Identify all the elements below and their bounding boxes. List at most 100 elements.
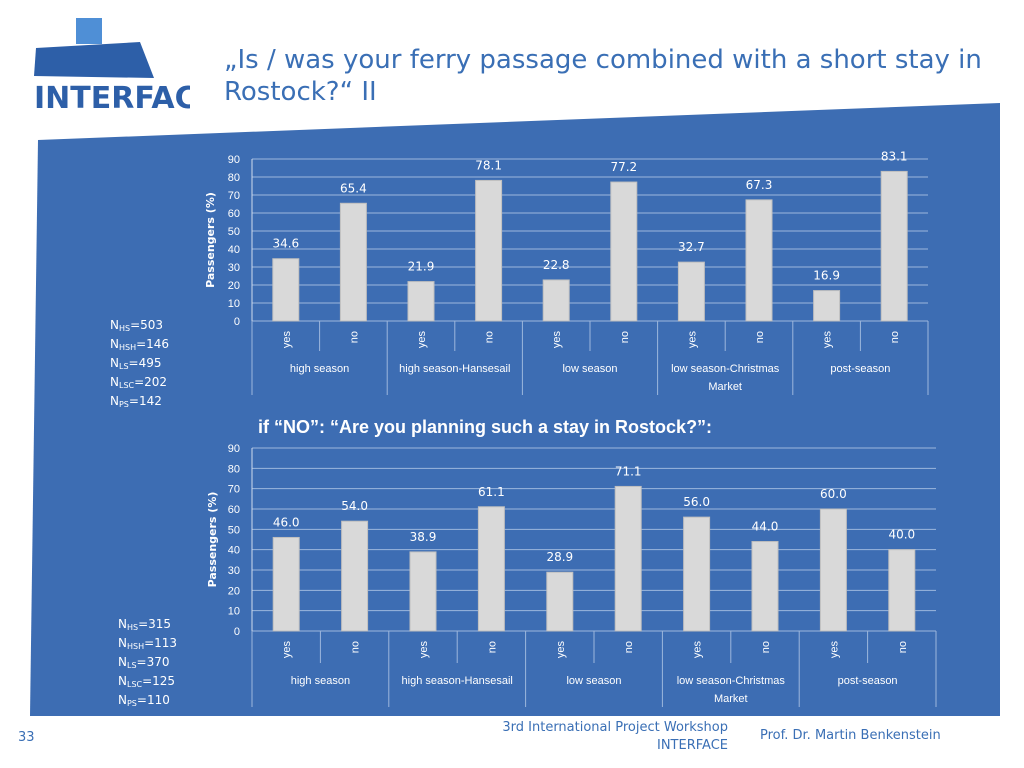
x-tick-label: no <box>889 331 901 343</box>
data-label: 34.6 <box>272 237 299 251</box>
sample-size-item: NHS=503 <box>110 318 164 333</box>
data-label: 44.0 <box>752 520 779 534</box>
data-label: 28.9 <box>546 550 573 564</box>
bar <box>819 508 847 632</box>
bar <box>542 279 570 322</box>
y-tick-label: 80 <box>228 172 240 184</box>
y-tick-label: 70 <box>228 190 240 202</box>
sample-size-item: NHSH=113 <box>118 636 178 651</box>
data-label: 71.1 <box>615 464 642 478</box>
x-tick-label: no <box>754 331 766 343</box>
sample-size-item: NLSC=125 <box>118 674 176 689</box>
bar <box>880 170 908 322</box>
bar <box>339 202 367 322</box>
bar <box>614 485 642 632</box>
x-tick-label: no <box>348 331 360 343</box>
y-tick-label: 30 <box>228 565 240 577</box>
data-label: 40.0 <box>888 528 915 542</box>
data-label: 67.3 <box>746 178 773 192</box>
group-label: high season <box>291 675 350 687</box>
sample-size-item: NLS=495 <box>110 356 162 371</box>
x-tick-label: yes <box>692 641 704 659</box>
x-tick-label: no <box>486 641 498 653</box>
group-label: post-season <box>838 675 898 687</box>
author-name: Prof. Dr. Martin Benkenstein <box>760 728 941 743</box>
x-tick-label: yes <box>416 331 428 349</box>
y-tick-label: 60 <box>228 208 240 220</box>
bar <box>475 179 503 322</box>
x-tick-label: yes <box>281 331 293 349</box>
sample-size-item: NPS=110 <box>118 693 170 708</box>
x-tick-label: yes <box>828 641 840 659</box>
sample-sizes-chart2: NHS=315 NHSH=113 NLS=370 NLSC=125 NPS=110 <box>118 615 177 710</box>
y-tick-label: 90 <box>228 154 240 166</box>
bar <box>813 290 841 322</box>
data-label: 60.0 <box>820 487 847 501</box>
sample-sizes-chart1: NHS=503 NHSH=146 NLS=495 NLSC=202 NPS=142 <box>110 316 169 411</box>
sample-size-item: NLSC=202 <box>110 375 168 390</box>
data-label: 46.0 <box>273 515 300 529</box>
y-tick-label: 90 <box>228 443 240 455</box>
data-label: 78.1 <box>475 158 502 172</box>
logo-text: INTERFACE <box>34 81 190 116</box>
x-tick-label: no <box>623 641 635 653</box>
data-label: 54.0 <box>341 499 368 513</box>
y-tick-label: 0 <box>234 626 240 638</box>
bar <box>745 199 773 322</box>
data-label: 61.1 <box>478 485 505 499</box>
sample-size-item: NHS=315 <box>118 617 172 632</box>
x-tick-label: yes <box>281 641 293 659</box>
data-label: 21.9 <box>408 260 435 274</box>
y-tick-label: 50 <box>228 226 240 238</box>
x-tick-label: no <box>897 641 909 653</box>
y-tick-label: 20 <box>228 280 240 292</box>
x-tick-label: yes <box>555 641 567 659</box>
bar <box>272 536 300 632</box>
x-tick-label: no <box>350 641 362 653</box>
y-tick-label: 50 <box>228 524 240 536</box>
x-tick-label: yes <box>686 331 698 349</box>
slide-title: „Is / was your ferry passage combined wi… <box>224 45 982 107</box>
sample-size-item: NHSH=146 <box>110 337 170 352</box>
workshop-line-2: INTERFACE <box>657 738 728 753</box>
x-tick-label: yes <box>822 331 834 349</box>
y-tick-label: 60 <box>228 504 240 516</box>
data-label: 83.1 <box>881 149 908 163</box>
y-tick-label: 0 <box>234 316 240 328</box>
y-tick-label: 40 <box>228 545 240 557</box>
group-label: low season <box>562 363 617 375</box>
group-label: high season-Hansesail <box>402 675 513 687</box>
bar <box>409 551 437 632</box>
interface-logo: INTERFACE <box>34 18 190 116</box>
bar <box>888 549 916 632</box>
y-axis-label: Passengers (%) <box>204 192 217 288</box>
bar <box>341 520 369 632</box>
group-label: low season-Christmas Market <box>677 675 786 705</box>
data-label: 32.7 <box>678 240 705 254</box>
y-axis-label: Passengers (%) <box>206 492 219 588</box>
x-tick-label: no <box>484 331 496 343</box>
y-tick-label: 10 <box>228 606 240 618</box>
x-tick-label: yes <box>418 641 430 659</box>
bar <box>751 541 779 632</box>
bar <box>546 571 574 632</box>
y-tick-label: 20 <box>228 585 240 597</box>
bar <box>677 261 705 322</box>
data-label: 16.9 <box>813 269 840 283</box>
sample-size-item: NLS=370 <box>118 655 170 670</box>
x-tick-label: no <box>760 641 772 653</box>
bar <box>477 506 505 632</box>
group-label: low season <box>566 675 621 687</box>
bar <box>610 181 638 322</box>
data-label: 77.2 <box>610 160 637 174</box>
x-tick-label: yes <box>551 331 563 349</box>
bar <box>683 516 711 632</box>
sample-size-item: NPS=142 <box>110 394 162 409</box>
x-tick-label: no <box>619 331 631 343</box>
group-label: low season-Christmas Market <box>671 363 780 393</box>
data-label: 38.9 <box>410 530 437 544</box>
data-label: 56.0 <box>683 495 710 509</box>
y-tick-label: 80 <box>228 463 240 475</box>
